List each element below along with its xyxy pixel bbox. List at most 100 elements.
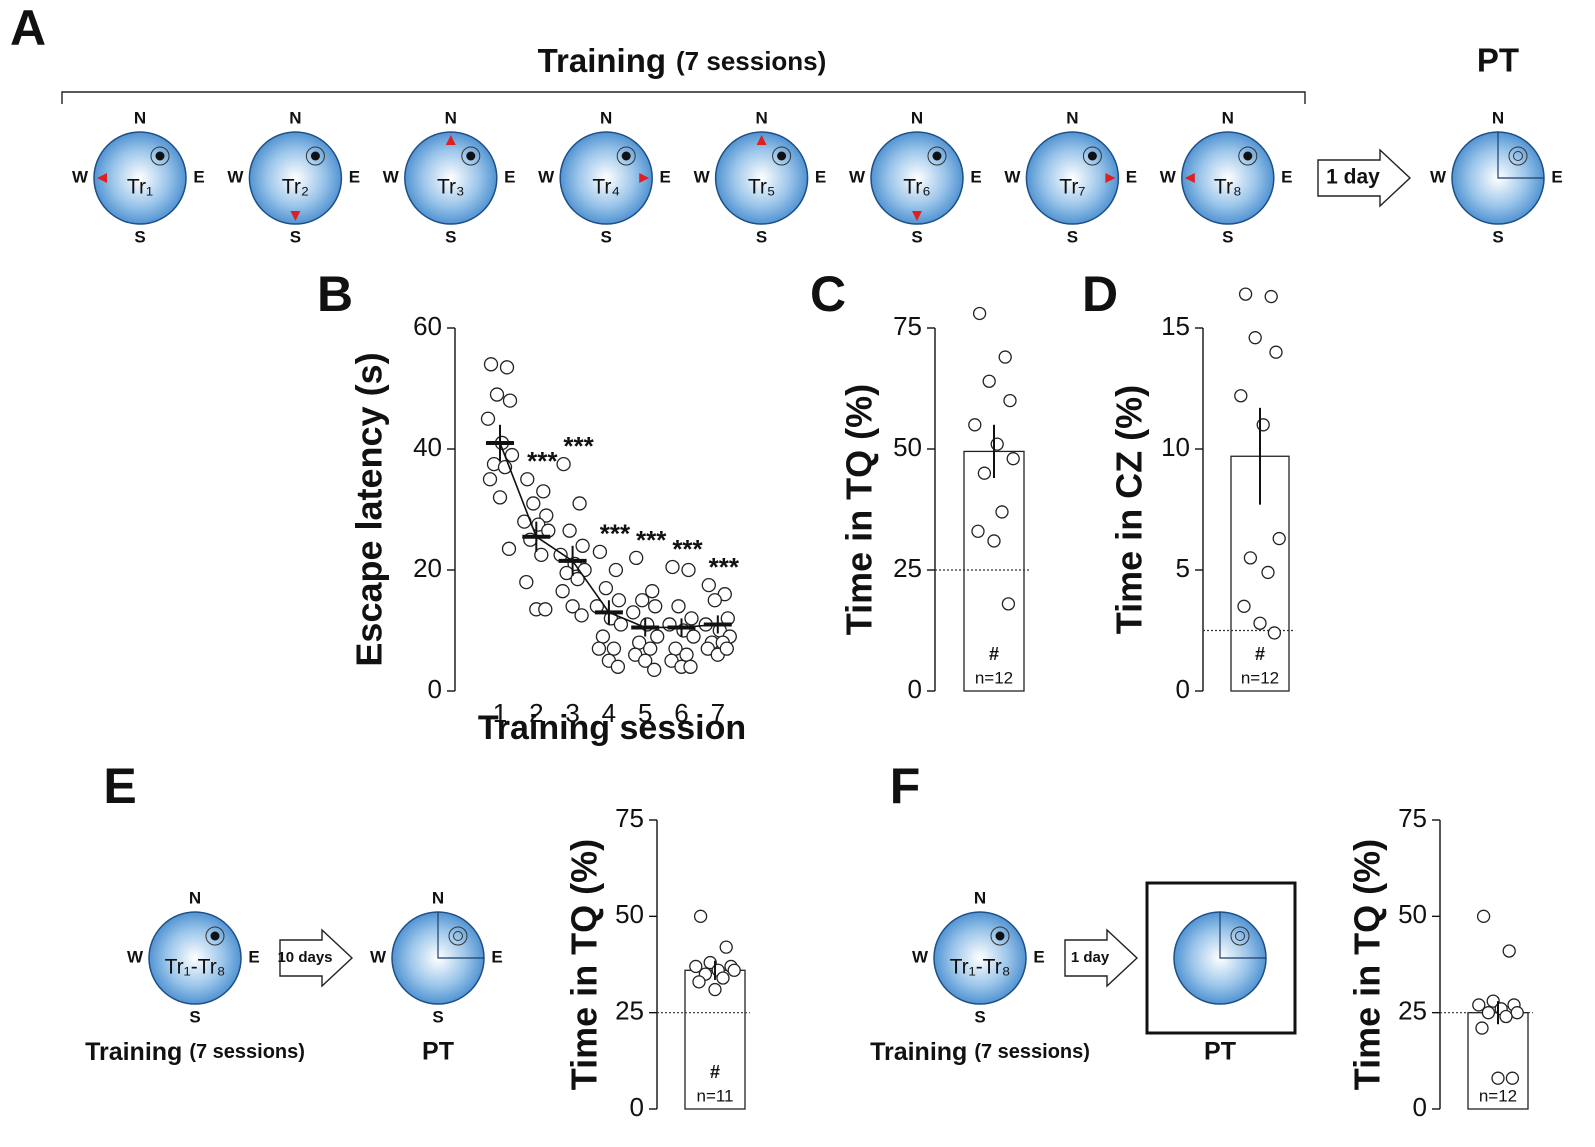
start-position <box>1105 173 1116 183</box>
data-point <box>1003 393 1017 408</box>
platform-ring <box>205 926 225 946</box>
test-label: PT <box>422 1038 454 1066</box>
trial-label: Tr₆ <box>903 176 931 199</box>
data-point <box>526 496 541 511</box>
x-tick-label: 1 <box>493 698 507 728</box>
test-arena <box>1145 881 1297 1035</box>
y-tick-label: 0 <box>630 1092 644 1122</box>
target-quadrant <box>1497 132 1544 179</box>
data-point <box>539 508 554 523</box>
compass-label: E <box>248 947 259 966</box>
compass-label: N <box>445 108 457 127</box>
data-point <box>1486 994 1500 1008</box>
platform-location <box>1235 931 1245 941</box>
diagram-title: Training (7 sessions) <box>538 42 827 79</box>
data-point <box>565 599 580 614</box>
y-tick-label: 25 <box>1398 996 1427 1026</box>
compass-label: E <box>660 167 671 186</box>
data-point <box>1238 287 1253 301</box>
panel-letter: C <box>810 266 846 322</box>
data-point <box>1001 597 1016 611</box>
data-point <box>977 466 992 480</box>
significance-label: *** <box>709 552 740 582</box>
test-label: PT <box>1204 1038 1236 1066</box>
data-point <box>719 641 734 656</box>
data-point <box>1510 1006 1524 1020</box>
significance-label: *** <box>600 519 631 549</box>
compass-label: E <box>1033 947 1044 966</box>
compass-label: W <box>127 947 144 966</box>
data-point <box>645 584 660 599</box>
start-position <box>97 173 107 183</box>
compass-label: N <box>1066 108 1078 127</box>
data-point <box>647 662 662 677</box>
data-point <box>1481 1006 1496 1020</box>
compass-label: E <box>1551 167 1562 186</box>
panel-letter: B <box>317 266 353 322</box>
data-point <box>489 387 505 402</box>
platform <box>932 151 942 161</box>
y-axis-label: Escape latency (s) <box>349 352 390 666</box>
compass-label: N <box>1492 108 1504 127</box>
data-point <box>483 357 499 372</box>
y-tick-label: 50 <box>1398 899 1427 929</box>
platform-ring <box>772 146 792 166</box>
data-point <box>534 547 549 563</box>
training-note: (7 sessions) <box>189 1041 305 1063</box>
data-point <box>1253 616 1267 630</box>
compass-label: W <box>849 167 866 186</box>
trial-label: Tr₁ <box>127 176 153 199</box>
compass-label: W <box>227 167 244 186</box>
training-bracket <box>61 91 1306 104</box>
data-point <box>1248 331 1262 345</box>
data-point <box>727 963 741 977</box>
compass-label: S <box>601 227 612 246</box>
n-label: n=12 <box>975 668 1013 687</box>
data-point <box>972 306 987 321</box>
compass-label: N <box>911 108 923 127</box>
compass-label: N <box>600 108 612 127</box>
compass-label: N <box>432 888 444 907</box>
data-point <box>1234 389 1248 403</box>
data-point <box>1261 565 1275 580</box>
data-point <box>1269 345 1283 359</box>
data-point <box>608 562 624 578</box>
platform-zone <box>1508 146 1528 166</box>
data-point <box>611 593 627 608</box>
data-point <box>499 360 515 375</box>
data-point <box>1267 626 1282 640</box>
data-point <box>562 523 577 538</box>
compass-label: S <box>445 227 456 246</box>
data-point <box>501 541 517 556</box>
compass-label: W <box>1004 167 1021 186</box>
trial-label: Tr₈ <box>1214 176 1242 199</box>
trial-label: Tr₄ <box>592 176 620 199</box>
data-point <box>968 418 982 432</box>
trial-label: Tr₃ <box>437 176 465 199</box>
x-tick-label: 2 <box>529 698 543 728</box>
compass-label: E <box>970 167 981 186</box>
data-point <box>671 599 686 614</box>
y-axis-label: Time in TQ (%) <box>564 839 605 1090</box>
data-point <box>665 559 680 575</box>
data-point <box>482 472 498 487</box>
y-tick-label: 75 <box>893 311 922 341</box>
compass-label: W <box>538 167 555 186</box>
data-point <box>1491 1071 1505 1085</box>
n-label: n=12 <box>1479 1086 1517 1105</box>
compass-label: E <box>815 167 826 186</box>
compass-label: E <box>491 947 502 966</box>
interval-arrow <box>1317 148 1412 208</box>
data-point <box>703 955 717 970</box>
platform <box>621 151 631 161</box>
data-point <box>591 641 607 656</box>
compass-label: S <box>189 1007 200 1026</box>
data-point <box>520 472 535 487</box>
compass-label: E <box>1281 167 1292 186</box>
y-tick-label: 75 <box>615 803 644 833</box>
target-quadrant <box>437 912 484 959</box>
platform-ring <box>990 926 1010 946</box>
data-point <box>683 659 698 674</box>
interval-arrow <box>1064 928 1139 988</box>
data-point <box>1476 909 1491 923</box>
